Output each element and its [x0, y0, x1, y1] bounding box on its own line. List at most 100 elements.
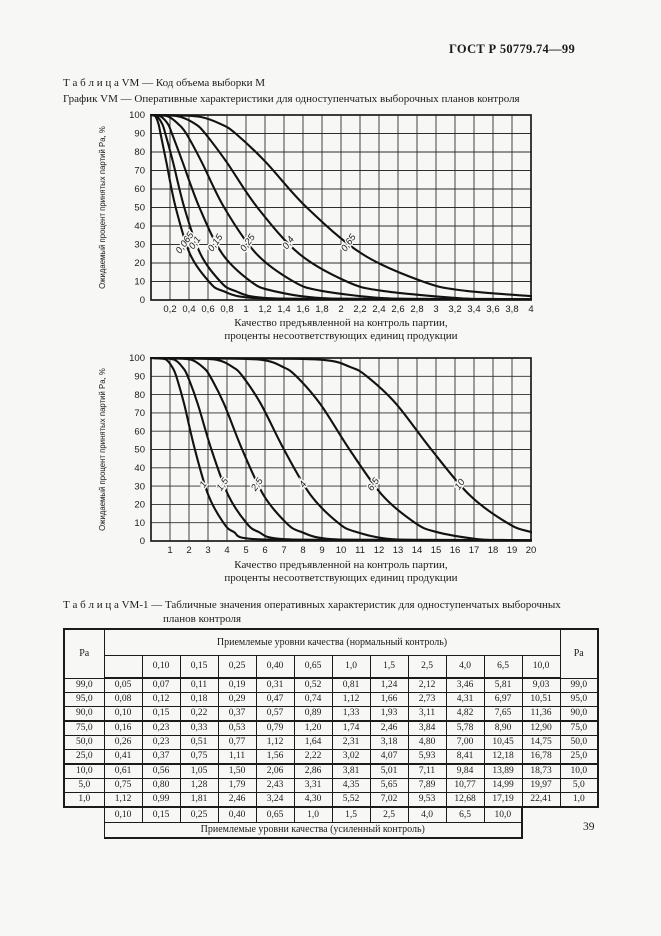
table-cell: 0,75: [179, 749, 219, 765]
table-cell: 13,89: [483, 763, 523, 779]
table-cell: 0,07: [141, 677, 181, 693]
x-tick-label: 2: [186, 545, 191, 556]
x-tick-label: 2,6: [391, 304, 404, 315]
x-tick-label: 0,6: [201, 304, 214, 315]
y-tick-label: 40: [134, 221, 145, 232]
aql-tightened-cell: 0,40: [217, 806, 257, 823]
oc-values-table: Pа Приемлемые уровни качества (нормальны…: [63, 628, 599, 839]
x-tick-label: 3,2: [448, 304, 461, 315]
table-cell: 2,06: [255, 763, 295, 779]
graph-vm-caption: График VM — Оперативные характеристики д…: [63, 93, 520, 105]
grid-lines: [151, 114, 532, 301]
table-cell: 0,23: [141, 735, 181, 750]
table-row: 25,0 0,41 0,37 0,75 1,11 1,56 2,22 3,02 4,07 5,93…: [63, 749, 599, 765]
table-cell: 10,77: [445, 778, 485, 793]
x-tick-label: 1,6: [296, 304, 309, 315]
curve-label-2,5: 2,5: [248, 476, 266, 495]
table-cell: 50,0: [559, 735, 599, 750]
table-cell: 99,0: [63, 677, 105, 693]
normal-control-header: Приемлемые уровни качества (нормальный к…: [103, 628, 561, 656]
table-cell: 0,80: [141, 778, 181, 793]
oc-curve-10: [150, 356, 532, 534]
aql-tightened-cell: 6,5: [445, 806, 485, 823]
table-cell: 0,89: [293, 706, 333, 722]
table-cell: 0,37: [141, 749, 181, 765]
y-axis-label: Ожидаемый процент принятых партий Pа, %: [98, 368, 107, 531]
table-cell: 1,56: [255, 749, 295, 765]
table-cell: 2,31: [331, 735, 371, 750]
aql-tightened-cell: 4,0: [407, 806, 447, 823]
oc-curve-2,5: [150, 356, 532, 542]
x-tick-label: 5: [243, 545, 248, 556]
table-cell: 12,18: [483, 749, 523, 765]
table-cell: 0,37: [217, 706, 257, 722]
x-tick-label: 7: [281, 545, 286, 556]
x-tick-label: 0,8: [220, 304, 233, 315]
table-cell: 90,0: [63, 706, 105, 722]
table-cell: 0,29: [217, 692, 257, 707]
table-cell: 1,20: [293, 720, 333, 736]
x-tick-label: 3,8: [505, 304, 518, 315]
table-cell: 90,0: [559, 706, 599, 722]
x-tick-label: 1: [167, 545, 172, 556]
table-vm1-caption: Т а б л и ц а VM-1 — Табличные значения …: [63, 598, 608, 626]
y-tick-label: 50: [134, 445, 145, 456]
table-vm1-caption-line2: планов контроля: [163, 613, 242, 625]
table-cell: 0,77: [217, 735, 257, 750]
table-cell: 1,93: [369, 706, 409, 722]
aql-normal-cell: 1,0: [331, 655, 371, 679]
x-tick-label: 12: [374, 545, 385, 556]
table-cell: 1,0: [63, 792, 105, 808]
table-cell: 7,11: [407, 763, 447, 779]
table-cell: 8,90: [483, 720, 523, 736]
y-tick-label: 100: [129, 353, 145, 364]
table-cell: 19,97: [521, 778, 561, 793]
table-cell: 12,90: [521, 720, 561, 736]
table-cell: 0,99: [141, 792, 181, 808]
x-tick-label: 15: [431, 545, 442, 556]
oc-curve-0,65: [150, 113, 532, 298]
table-cell: 7,89: [407, 778, 447, 793]
aql-normal-cell: 0,15: [179, 655, 219, 679]
page-number: 39: [583, 821, 595, 833]
table-cell: 3,46: [445, 677, 485, 693]
y-tick-label: 40: [134, 463, 145, 474]
table-vm-caption: Т а б л и ц а VM — Код объема выборки М: [63, 77, 265, 89]
x-tick-label: 0,2: [163, 304, 176, 315]
table-cell: 0,10: [103, 706, 143, 722]
table-cell: 2,12: [407, 677, 447, 693]
table-cell: 25,0: [559, 749, 599, 765]
table-cell: 5,65: [369, 778, 409, 793]
table-cell: 0,61: [103, 763, 143, 779]
table-cell: 0,05: [103, 677, 143, 693]
x-tick-label: 3,6: [486, 304, 499, 315]
oc-table-foot: 0,10 0,15 0,25 0,40 0,65 1,0 1,5 2,5 4,0 6,5 10,0 П…: [64, 806, 598, 839]
y-tick-label: 90: [134, 372, 145, 383]
y-tick-label: 70: [134, 408, 145, 419]
oc-curves: [150, 113, 532, 301]
table-cell: 1,66: [369, 692, 409, 707]
table-cell: 22,41: [521, 792, 561, 808]
table-cell: 2,73: [407, 692, 447, 707]
aql-tightened-cell: 0,15: [141, 806, 181, 823]
table-cell: 1,11: [217, 749, 257, 765]
table-cell: 12,68: [445, 792, 485, 808]
table-cell: 11,36: [521, 706, 561, 722]
table-cell: 0,18: [179, 692, 219, 707]
table-cell: 1,79: [217, 778, 257, 793]
table-cell: 0,74: [293, 692, 333, 707]
table-cell: 17,19: [483, 792, 523, 808]
y-tick-label: 20: [134, 258, 145, 269]
aql-normal-cell: 1,5: [369, 655, 409, 679]
y-tick-label: 0: [140, 536, 145, 547]
aql-tightened-cell: 2,5: [369, 806, 409, 823]
table-vm1-caption-line1: Т а б л и ц а VM-1 — Табличные значения …: [63, 599, 561, 611]
table-cell: 4,80: [407, 735, 447, 750]
table-cell: 10,0: [63, 763, 105, 779]
table-cell: 5,93: [407, 749, 447, 765]
pa-header-right: Pа: [559, 628, 599, 679]
aql-normal-cell: 2,5: [407, 655, 447, 679]
curve-label-1,5: 1,5: [215, 476, 232, 494]
